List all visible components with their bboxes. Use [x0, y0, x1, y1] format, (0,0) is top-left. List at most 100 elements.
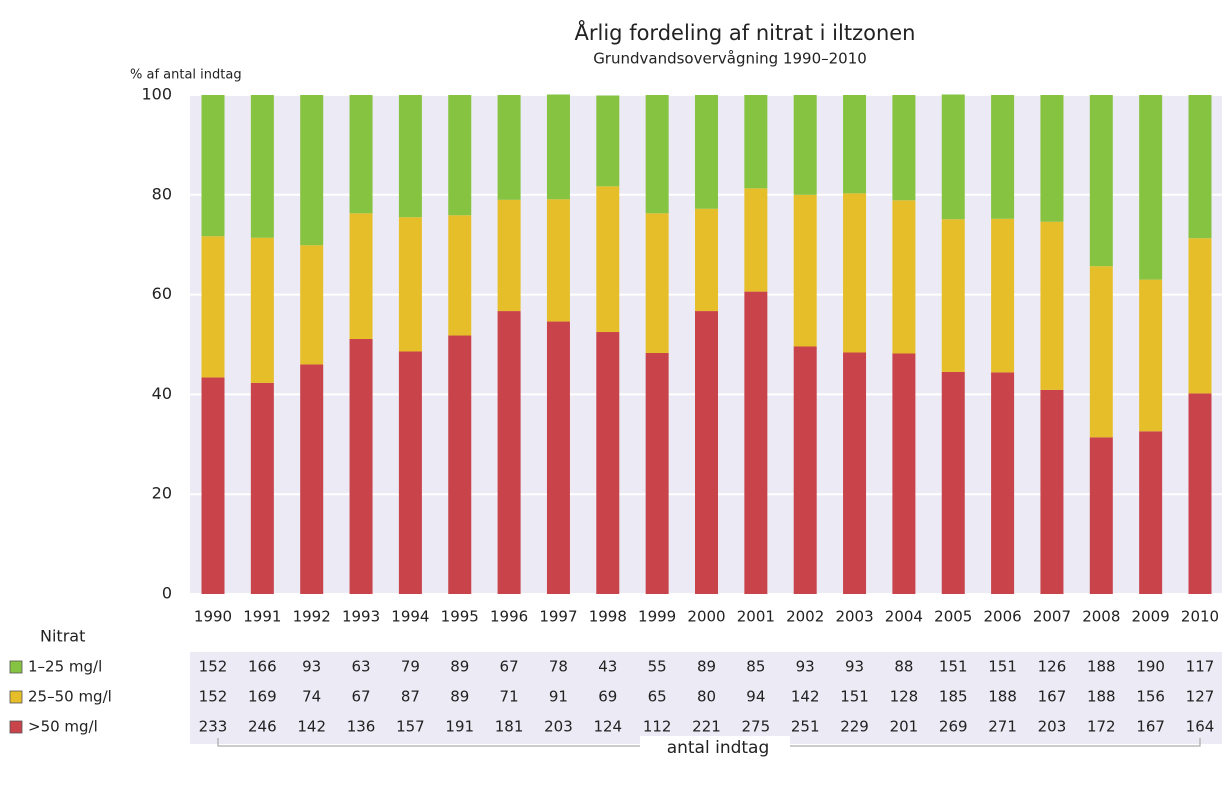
bar-segment [645, 213, 669, 353]
bar-segment [201, 377, 225, 594]
bar-segment [892, 200, 916, 354]
table-cell: 112 [643, 718, 672, 736]
x-tick-label: 1994 [391, 608, 429, 626]
table-cell: 74 [302, 688, 321, 706]
bar-segment [1040, 389, 1064, 594]
bar-segment [300, 364, 324, 594]
x-tick-label: 2006 [984, 608, 1022, 626]
table-label: antal indtag [667, 738, 770, 758]
bar-segment [1040, 221, 1064, 390]
bar-segment [596, 186, 620, 333]
x-tick-label: 1997 [539, 608, 577, 626]
legend-swatch [9, 690, 23, 704]
bar-segment [645, 352, 669, 594]
bracket-gap [640, 736, 790, 756]
bar-segment [250, 95, 274, 238]
table-cell: 69 [598, 688, 617, 706]
table-cell: 188 [988, 688, 1017, 706]
bar-segment [1139, 431, 1163, 594]
bar-segment [645, 95, 669, 214]
table-cell: 124 [593, 718, 622, 736]
bar-segment [398, 95, 422, 218]
bar-segment [793, 346, 817, 594]
y-tick-label: 60 [152, 284, 172, 303]
bar-segment [1188, 393, 1212, 594]
bar-segment [941, 371, 965, 594]
table-cell: 169 [248, 688, 277, 706]
x-tick-label: 1993 [342, 608, 380, 626]
table-cell: 94 [746, 688, 765, 706]
bar-segment [1040, 95, 1064, 222]
bar-segment [695, 311, 718, 594]
x-tick-label: 1999 [638, 608, 676, 626]
table-cell: 117 [1186, 658, 1215, 676]
table-cell: 67 [352, 688, 371, 706]
x-tick-label: 2000 [687, 608, 725, 626]
bar-segment [398, 217, 422, 352]
table-cell: 233 [199, 718, 228, 736]
table-cell: 136 [347, 718, 376, 736]
table-cell: 93 [302, 658, 321, 676]
table-cell: 201 [890, 718, 919, 736]
bar-segment [201, 95, 225, 237]
table-cell: 55 [648, 658, 667, 676]
table-cell: 152 [199, 658, 228, 676]
y-tick-label: 40 [152, 384, 172, 403]
table-cell: 152 [199, 688, 228, 706]
table-cell: 156 [1136, 688, 1165, 706]
x-tick-label: 1991 [243, 608, 281, 626]
table-cell: 229 [840, 718, 869, 736]
bar-segment [695, 208, 718, 312]
bar-segment [596, 332, 620, 594]
bar-segment [941, 219, 965, 372]
x-tick-label: 1995 [441, 608, 479, 626]
bar-segment [546, 94, 570, 200]
table-cell: 91 [549, 688, 568, 706]
table-cell: 157 [396, 718, 425, 736]
bar-segment [349, 95, 373, 214]
table-cell: 185 [939, 688, 968, 706]
bar-segment [448, 335, 472, 594]
chart-title: Årlig fordeling af nitrat i iltzonen [575, 19, 916, 45]
x-tick-label: 2008 [1082, 608, 1120, 626]
bar-segment [892, 95, 916, 201]
table-cell: 188 [1087, 658, 1116, 676]
bar-segment [546, 321, 570, 594]
bar-segment [793, 194, 817, 347]
table-cell: 89 [450, 688, 469, 706]
table-cell: 93 [845, 658, 864, 676]
table-cell: 71 [500, 688, 519, 706]
table-cell: 269 [939, 718, 968, 736]
table-cell: 80 [697, 688, 716, 706]
bar-segment [349, 213, 373, 340]
table-cell: 151 [988, 658, 1017, 676]
x-tick-label: 2002 [786, 608, 824, 626]
bar-segment [793, 95, 817, 195]
table-cell: 128 [890, 688, 919, 706]
table-cell: 63 [352, 658, 371, 676]
y-tick-label: 20 [152, 484, 172, 503]
table-cell: 191 [445, 718, 474, 736]
bar-segment [300, 245, 324, 365]
table-cell: 93 [796, 658, 815, 676]
legend-label: >50 mg/l [28, 718, 98, 736]
table-cell: 203 [544, 718, 573, 736]
x-tick-label: 2001 [737, 608, 775, 626]
bar-segment [991, 372, 1015, 594]
bar-segment [546, 199, 570, 322]
bar-segment [892, 353, 916, 594]
table-cell: 271 [988, 718, 1017, 736]
table-cell: 203 [1038, 718, 1067, 736]
bar-segment [1139, 95, 1163, 280]
x-tick-label: 1998 [589, 608, 627, 626]
table-cell: 127 [1186, 688, 1215, 706]
table-cell: 142 [791, 688, 820, 706]
table-background [190, 652, 1222, 744]
bar-segment [497, 95, 521, 200]
bar-segment [1089, 266, 1113, 438]
table-cell: 87 [401, 688, 420, 706]
table-cell: 88 [894, 658, 913, 676]
bar-segment [1188, 95, 1212, 239]
bar-segment [695, 95, 718, 209]
